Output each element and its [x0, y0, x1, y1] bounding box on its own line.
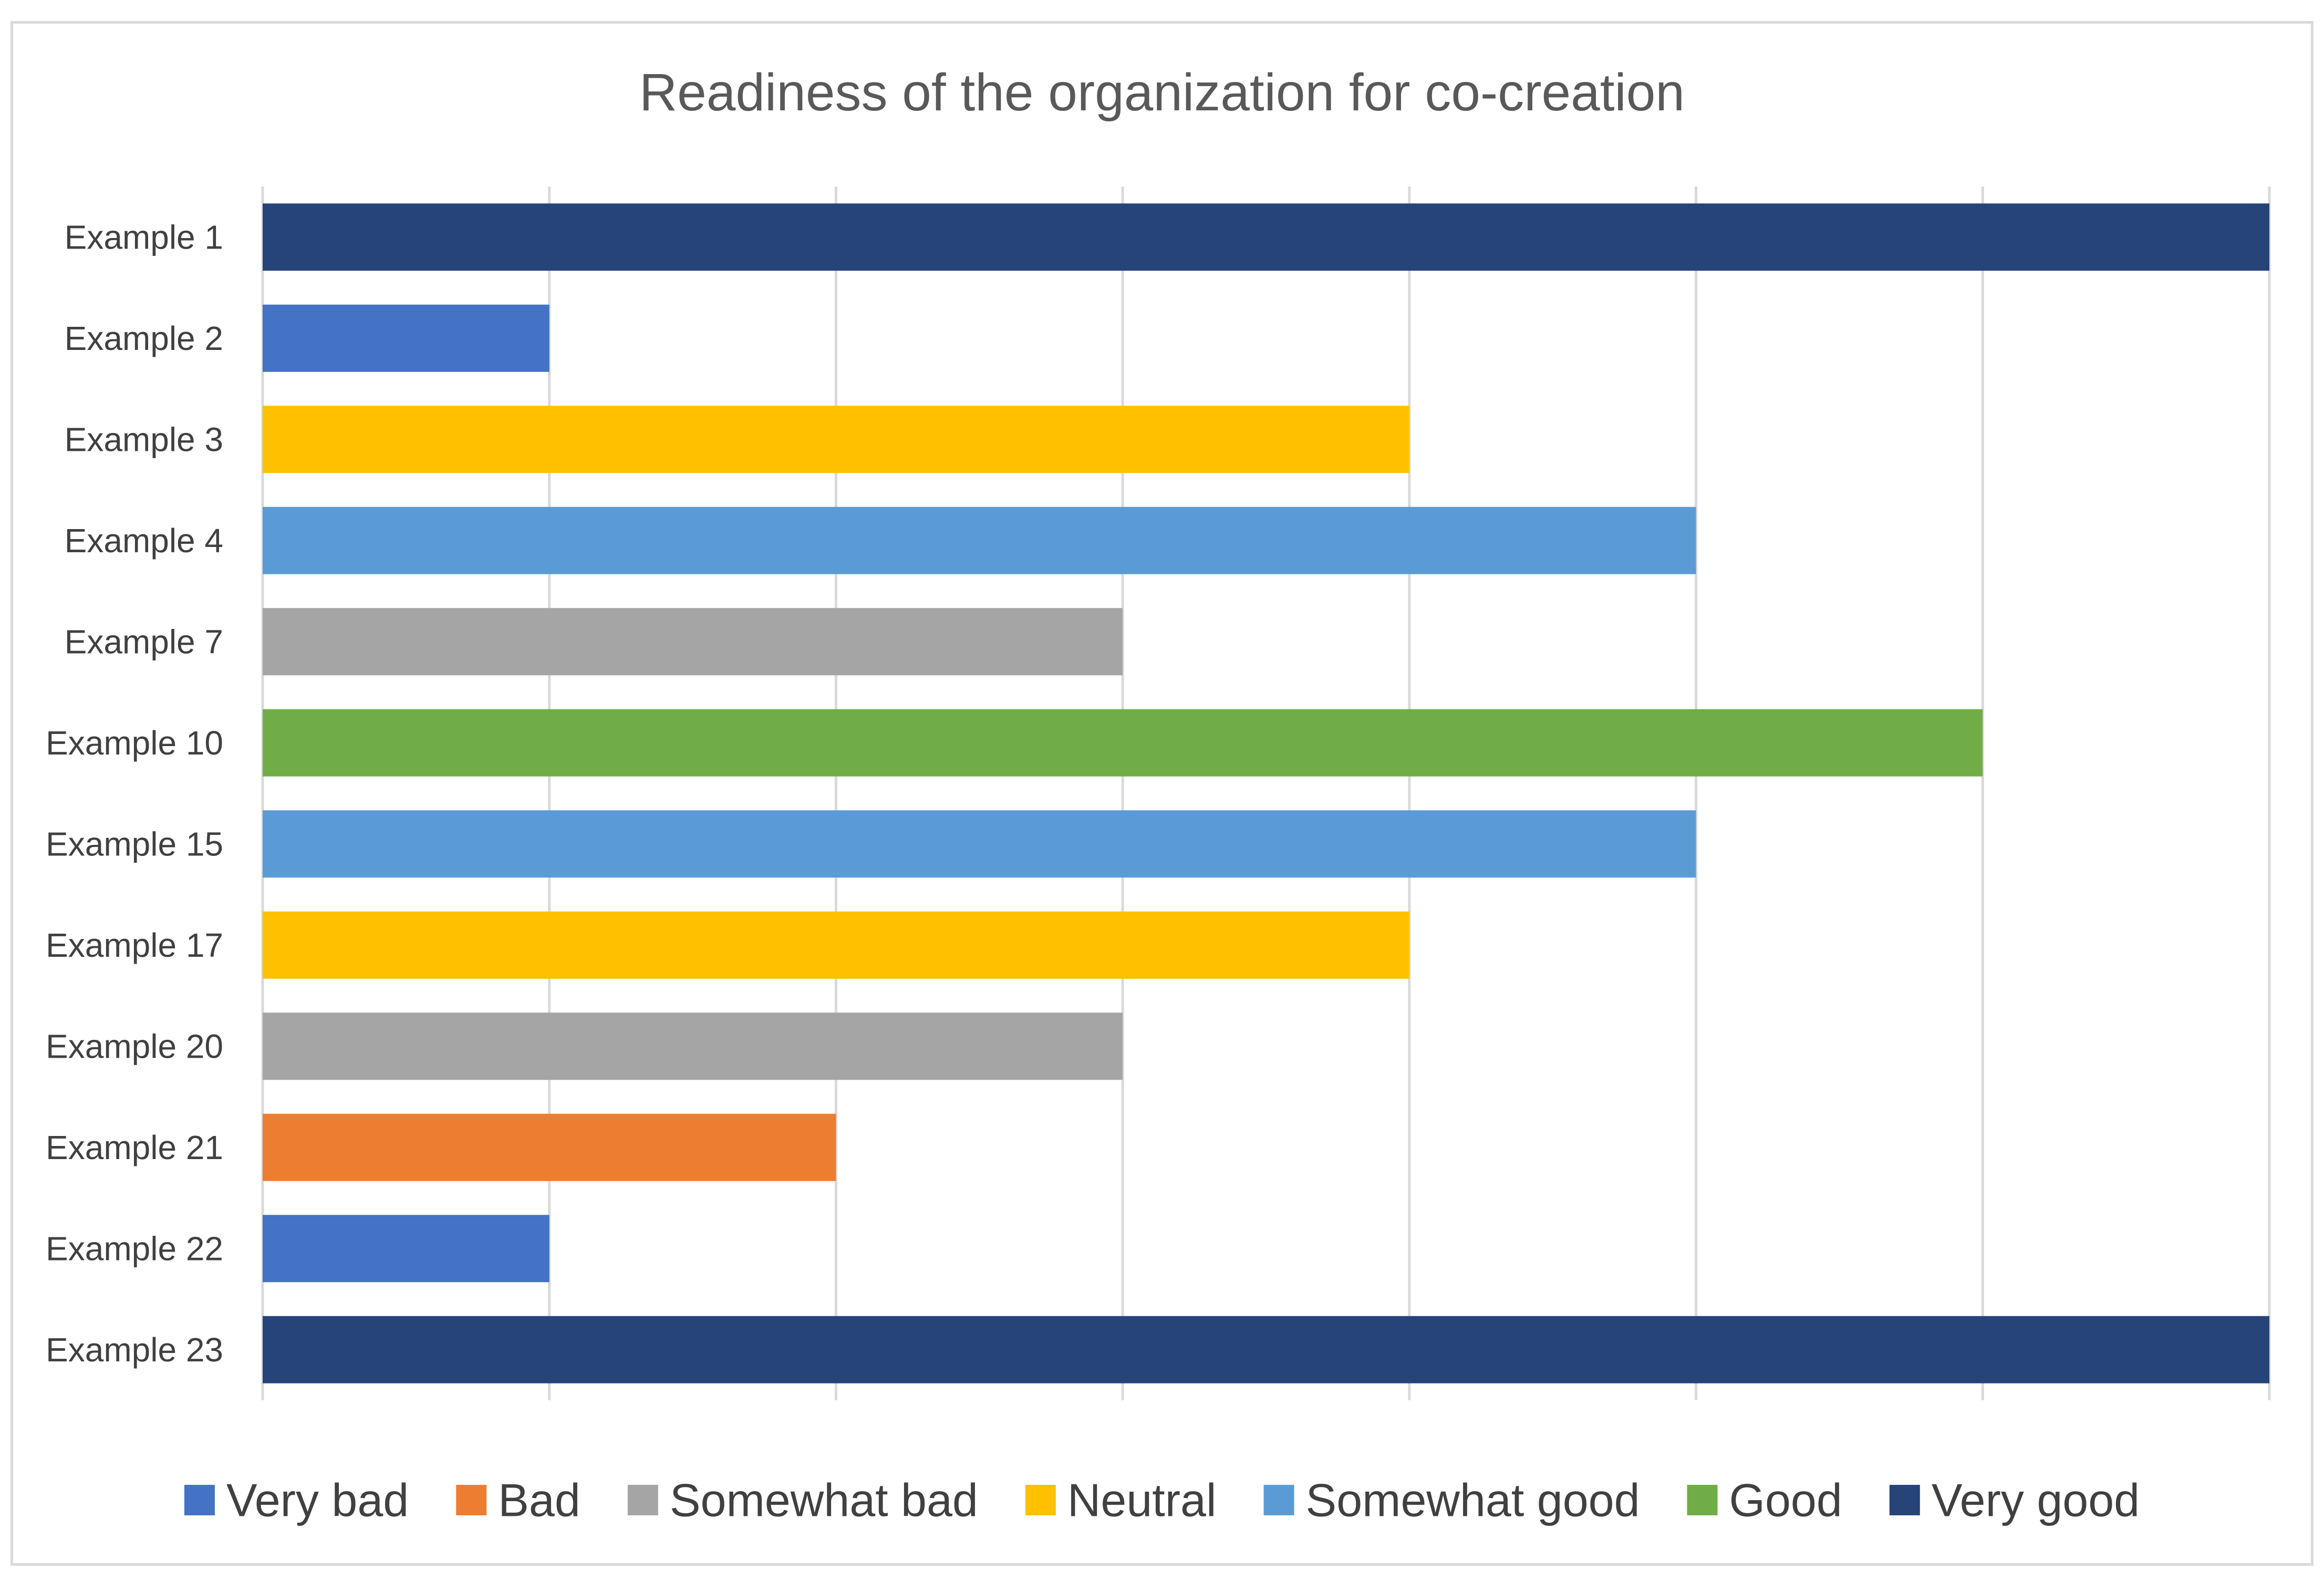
legend-swatch-very-bad: [184, 1485, 215, 1515]
category-label-example-20: Example 20: [46, 1027, 223, 1065]
category-label-example-3: Example 3: [65, 420, 223, 458]
bar-example-15: [263, 810, 1696, 878]
bar-example-3: [263, 406, 1409, 473]
category-label-example-15: Example 15: [46, 825, 223, 863]
category-label-example-10: Example 10: [46, 724, 223, 762]
category-label-example-4: Example 4: [65, 522, 223, 560]
category-label-example-2: Example 2: [65, 319, 223, 357]
chart-frame: Readiness of the organization for co-cre…: [11, 21, 2313, 1566]
legend-swatch-neutral: [1025, 1485, 1056, 1515]
legend: Very bad Bad Somewhat bad Neutral Somewhat g…: [184, 1474, 2140, 1526]
bar-example-10: [263, 709, 1983, 777]
legend-item-good: Good: [1687, 1474, 1842, 1526]
legend-item-somewhat-bad: Somewhat bad: [627, 1474, 978, 1526]
bar-example-22: [263, 1215, 549, 1283]
bar-example-20: [263, 1012, 1123, 1080]
category-label-example-7: Example 7: [65, 623, 223, 660]
legend-item-bad: Bad: [456, 1474, 580, 1526]
category-label-layer: Example 1 Example 2 Example 3 Example 4 Exam…: [46, 218, 223, 1369]
category-label-example-1: Example 1: [65, 218, 223, 256]
legend-swatch-very-good: [1889, 1485, 1920, 1515]
legend-label-good: Good: [1729, 1474, 1842, 1526]
legend-swatch-somewhat-bad: [627, 1485, 658, 1515]
chart-svg: Readiness of the organization for co-cre…: [46, 63, 2271, 1526]
grid-layer: [261, 187, 2271, 1400]
bar-example-7: [263, 608, 1123, 676]
legend-label-somewhat-bad: Somewhat bad: [670, 1474, 978, 1526]
legend-label-bad: Bad: [498, 1474, 580, 1526]
legend-swatch-bad: [456, 1485, 487, 1515]
bar-example-17: [263, 911, 1409, 979]
legend-label-very-bad: Very bad: [226, 1474, 409, 1526]
category-label-example-21: Example 21: [46, 1129, 223, 1166]
legend-label-somewhat-good: Somewhat good: [1306, 1474, 1640, 1526]
bar-example-1: [263, 203, 2269, 271]
bar-layer: [263, 203, 2269, 1383]
legend-item-somewhat-good: Somewhat good: [1263, 1474, 1640, 1526]
legend-swatch-somewhat-good: [1263, 1485, 1294, 1515]
bar-example-4: [263, 507, 1696, 574]
legend-item-very-bad: Very bad: [184, 1474, 409, 1526]
legend-item-very-good: Very good: [1889, 1474, 2140, 1526]
bar-example-21: [263, 1113, 836, 1181]
category-label-example-17: Example 17: [46, 926, 223, 964]
legend-label-very-good: Very good: [1932, 1474, 2140, 1526]
legend-item-neutral: Neutral: [1025, 1474, 1217, 1526]
bar-example-2: [263, 304, 549, 372]
chart-title: Readiness of the organization for co-cre…: [639, 63, 1685, 122]
legend-swatch-good: [1687, 1485, 1718, 1515]
bar-example-23: [263, 1316, 2269, 1383]
legend-label-neutral: Neutral: [1067, 1474, 1217, 1526]
category-label-example-23: Example 23: [46, 1331, 223, 1369]
category-label-example-22: Example 22: [46, 1229, 223, 1267]
